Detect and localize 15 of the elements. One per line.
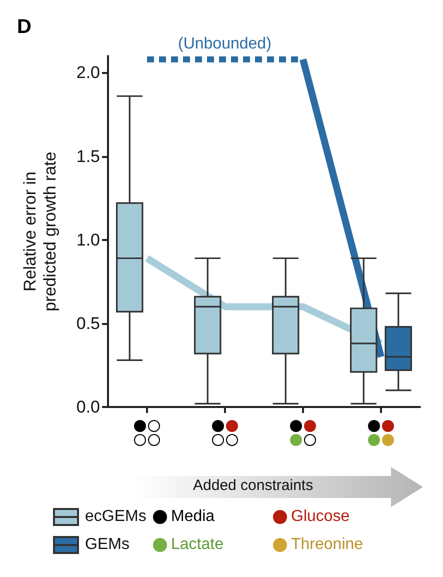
text: Media: [171, 508, 215, 526]
y-tick-label: 0.0: [76, 398, 100, 416]
text: Added constraints: [193, 477, 314, 494]
legend-label: ecGEMs: [85, 508, 146, 526]
chart-title: D: [17, 16, 32, 38]
y-tick-label: 1.5: [76, 146, 100, 166]
text: (Unbounded): [178, 36, 272, 52]
y-axis-title: Relative error in predicted growth rate: [20, 152, 60, 312]
legend-label: GEMs: [85, 536, 130, 554]
y-tick-label: 0.5: [76, 314, 100, 333]
text: Threonine: [291, 536, 364, 554]
text: Lactate: [171, 536, 224, 554]
y-tick-label: 1.0: [76, 230, 100, 250]
text: Glucose: [291, 508, 350, 526]
y-tick-label: 2.0: [76, 63, 100, 82]
